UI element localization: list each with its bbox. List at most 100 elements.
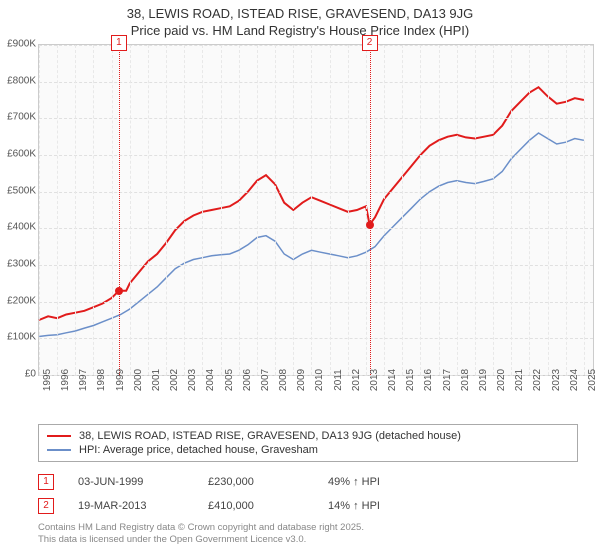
event-date: 03-JUN-1999: [78, 476, 208, 488]
sale-marker-label: 2: [362, 35, 378, 51]
y-tick-label: £700K: [7, 112, 36, 123]
y-tick-label: £900K: [7, 39, 36, 50]
chart-title-line2: Price paid vs. HM Land Registry's House …: [0, 23, 600, 38]
gridline-h: [39, 118, 593, 119]
y-tick-label: £200K: [7, 295, 36, 306]
x-tick-label: 2010: [314, 369, 325, 391]
x-tick-label: 2023: [551, 369, 562, 391]
gridline-v: [257, 45, 258, 375]
sale-marker-line: [119, 45, 120, 375]
legend-row: 38, LEWIS ROAD, ISTEAD RISE, GRAVESEND, …: [47, 429, 569, 443]
x-tick-label: 2011: [333, 369, 344, 391]
y-tick-label: £600K: [7, 149, 36, 160]
legend: 38, LEWIS ROAD, ISTEAD RISE, GRAVESEND, …: [38, 424, 578, 462]
x-tick-label: 2013: [369, 369, 380, 391]
chart-lines: [39, 45, 593, 375]
x-tick-label: 2002: [169, 369, 180, 391]
gridline-v: [475, 45, 476, 375]
gridline-v: [184, 45, 185, 375]
event-date: 19-MAR-2013: [78, 500, 208, 512]
gridline-v: [566, 45, 567, 375]
x-tick-label: 2024: [569, 369, 580, 391]
y-tick-label: £400K: [7, 222, 36, 233]
gridline-v: [402, 45, 403, 375]
x-axis: 1995199619971998199920002001200220032004…: [38, 376, 592, 426]
legend-row: HPI: Average price, detached house, Grav…: [47, 443, 569, 457]
chart-title-line1: 38, LEWIS ROAD, ISTEAD RISE, GRAVESEND, …: [0, 0, 600, 23]
gridline-v: [166, 45, 167, 375]
gridline-v: [239, 45, 240, 375]
gridline-v: [330, 45, 331, 375]
x-tick-label: 1999: [115, 369, 126, 391]
event-diff: 14% ↑ HPI: [328, 500, 578, 512]
legend-swatch: [47, 449, 71, 451]
y-tick-label: £300K: [7, 259, 36, 270]
x-tick-label: 2017: [442, 369, 453, 391]
event-number: 2: [38, 498, 54, 514]
x-tick-label: 2004: [205, 369, 216, 391]
legend-label: 38, LEWIS ROAD, ISTEAD RISE, GRAVESEND, …: [79, 430, 461, 442]
x-tick-label: 2012: [351, 369, 362, 391]
x-tick-label: 2000: [133, 369, 144, 391]
x-tick-label: 2014: [387, 369, 398, 391]
gridline-h: [39, 265, 593, 266]
gridline-v: [293, 45, 294, 375]
gridline-v: [348, 45, 349, 375]
gridline-v: [221, 45, 222, 375]
gridline-v: [584, 45, 585, 375]
event-diff: 49% ↑ HPI: [328, 476, 578, 488]
gridline-v: [457, 45, 458, 375]
gridline-v: [75, 45, 76, 375]
gridline-v: [39, 45, 40, 375]
gridline-v: [112, 45, 113, 375]
x-tick-label: 2009: [296, 369, 307, 391]
sale-marker-label: 1: [111, 35, 127, 51]
legend-label: HPI: Average price, detached house, Grav…: [79, 444, 318, 456]
x-tick-label: 2007: [260, 369, 271, 391]
x-tick-label: 1997: [78, 369, 89, 391]
x-tick-label: 2021: [514, 369, 525, 391]
gridline-v: [420, 45, 421, 375]
event-row: 103-JUN-1999£230,00049% ↑ HPI: [38, 470, 578, 494]
x-tick-label: 1995: [42, 369, 53, 391]
gridline-h: [39, 228, 593, 229]
x-tick-label: 2006: [242, 369, 253, 391]
gridline-v: [511, 45, 512, 375]
x-tick-label: 2005: [224, 369, 235, 391]
x-tick-label: 2003: [187, 369, 198, 391]
gridline-v: [493, 45, 494, 375]
gridline-v: [148, 45, 149, 375]
chart-container: 38, LEWIS ROAD, ISTEAD RISE, GRAVESEND, …: [0, 0, 600, 560]
gridline-v: [384, 45, 385, 375]
x-tick-label: 2020: [496, 369, 507, 391]
gridline-v: [130, 45, 131, 375]
x-tick-label: 1996: [60, 369, 71, 391]
gridline-v: [548, 45, 549, 375]
y-tick-label: £100K: [7, 332, 36, 343]
gridline-v: [275, 45, 276, 375]
y-tick-label: £0: [25, 369, 36, 380]
gridline-v: [57, 45, 58, 375]
chart-area: 12: [38, 44, 594, 376]
y-axis: £0£100K£200K£300K£400K£500K£600K£700K£80…: [0, 44, 38, 374]
gridline-v: [529, 45, 530, 375]
event-price: £230,000: [208, 476, 328, 488]
y-tick-label: £800K: [7, 75, 36, 86]
credits: Contains HM Land Registry data © Crown c…: [38, 522, 578, 547]
gridline-v: [439, 45, 440, 375]
legend-swatch: [47, 435, 71, 437]
gridline-v: [311, 45, 312, 375]
x-tick-label: 1998: [96, 369, 107, 391]
x-tick-label: 2015: [405, 369, 416, 391]
sale-dot: [115, 287, 123, 295]
credits-line2: This data is licensed under the Open Gov…: [38, 534, 578, 546]
x-tick-label: 2008: [278, 369, 289, 391]
event-price: £410,000: [208, 500, 328, 512]
y-tick-label: £500K: [7, 185, 36, 196]
gridline-h: [39, 82, 593, 83]
gridline-h: [39, 302, 593, 303]
gridline-h: [39, 338, 593, 339]
credits-line1: Contains HM Land Registry data © Crown c…: [38, 522, 578, 534]
x-tick-label: 2022: [532, 369, 543, 391]
gridline-h: [39, 192, 593, 193]
